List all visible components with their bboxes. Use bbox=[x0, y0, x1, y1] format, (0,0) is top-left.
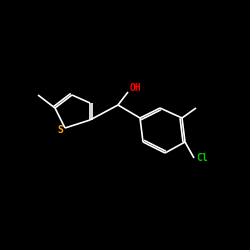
Text: S: S bbox=[57, 125, 63, 135]
Text: OH: OH bbox=[130, 83, 142, 93]
Text: Cl: Cl bbox=[196, 153, 208, 163]
